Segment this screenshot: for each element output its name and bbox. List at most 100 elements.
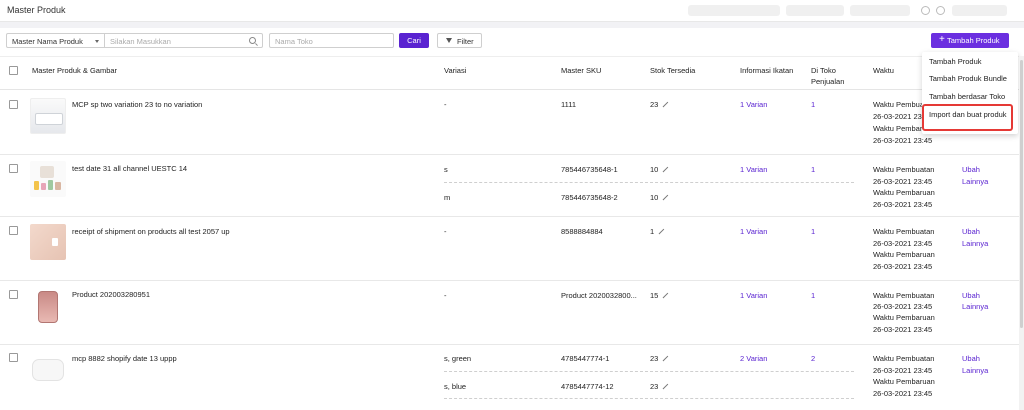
edit-pencil-icon[interactable]	[662, 356, 669, 362]
help-icon[interactable]	[921, 6, 930, 15]
binding-info-link[interactable]: 1 Varian	[740, 291, 768, 300]
row-checkbox[interactable]	[9, 164, 18, 173]
stock-number: 23	[650, 354, 659, 363]
menu-item-add-bundle[interactable]: Tambah Produk Bundle	[929, 74, 1007, 83]
stock-value: 10	[650, 193, 669, 203]
row-checkbox[interactable]	[9, 226, 18, 235]
store-name-input[interactable]: Nama Toko	[269, 33, 394, 48]
created-time: 26-03-2021 23:45	[873, 177, 933, 186]
edit-pencil-icon[interactable]	[662, 102, 669, 108]
updated-time: 26-03-2021 23:45	[873, 325, 933, 334]
store-count-link[interactable]: 1	[811, 100, 816, 109]
created-label: Waktu Pembuatan	[873, 100, 935, 109]
edit-link[interactable]: Ubah	[962, 165, 980, 174]
scrollbar-thumb[interactable]	[1020, 60, 1023, 328]
variant-sku: 785446735648-1	[561, 165, 618, 174]
filter-icon	[446, 38, 452, 43]
binding-info-link[interactable]: 1 Varian	[740, 165, 768, 174]
user-menu[interactable]	[952, 5, 1007, 16]
col-variasi: Variasi	[444, 66, 467, 75]
edit-link[interactable]: Ubah	[962, 291, 980, 300]
table-row: Product 202003280951 - Product 202003280…	[0, 281, 1024, 345]
search-icon[interactable]	[249, 37, 256, 44]
variant-sku: Product 2020032800...	[561, 291, 637, 300]
product-image[interactable]	[30, 224, 66, 260]
table-row: mcp 8882 shopify date 13 uppp s, green 4…	[0, 345, 1024, 410]
product-name[interactable]: Product 202003280951	[72, 290, 150, 299]
settings-icon[interactable]	[936, 6, 945, 15]
binding-info-link[interactable]: 1 Varian	[740, 100, 768, 109]
edit-link[interactable]: Ubah	[962, 354, 980, 363]
scrollbar[interactable]	[1019, 56, 1024, 410]
variant-sku: 1111	[561, 100, 577, 109]
variant-name: m	[444, 193, 451, 202]
updated-label: Waktu Pembaruan	[873, 188, 935, 197]
variant-sku: 4785447774-12	[561, 382, 614, 391]
col-toko: Di Toko Penjualan	[811, 65, 844, 87]
variant-divider	[444, 371, 854, 372]
more-link[interactable]: Lainnya	[962, 366, 989, 375]
product-image[interactable]	[30, 353, 66, 389]
row-checkbox[interactable]	[9, 353, 18, 362]
add-product-button[interactable]: + Tambah Produk	[931, 33, 1009, 48]
stock-value: 15	[650, 291, 669, 301]
created-time: 26-03-2021 23:45	[873, 239, 933, 248]
binding-info-link[interactable]: 2 Varian	[740, 354, 768, 363]
binding-info-link[interactable]: 1 Varian	[740, 227, 768, 236]
edit-pencil-icon[interactable]	[662, 293, 669, 299]
select-all-checkbox[interactable]	[9, 66, 18, 75]
edit-pencil-icon[interactable]	[658, 229, 665, 235]
more-link[interactable]: Lainnya	[962, 302, 989, 311]
variant-name: s, blue	[444, 382, 467, 391]
updated-label: Waktu Pembaruan	[873, 377, 935, 386]
created-label: Waktu Pembuatan	[873, 227, 935, 236]
product-image[interactable]	[30, 161, 66, 197]
updated-time: 26-03-2021 23:45	[873, 262, 933, 271]
product-image[interactable]	[30, 289, 66, 325]
filter-button[interactable]: Filter	[437, 33, 482, 48]
filter-label: Filter	[457, 37, 474, 46]
search-button[interactable]: Cari	[399, 33, 429, 48]
variant-name: -	[444, 100, 447, 109]
created-label: Waktu Pembuatan	[873, 291, 935, 300]
edit-pencil-icon[interactable]	[662, 167, 669, 173]
product-name[interactable]: test date 31 all channel UESTC 14	[72, 164, 188, 173]
more-link[interactable]: Lainnya	[962, 177, 989, 186]
variant-sku: 4785447774-1	[561, 354, 610, 363]
stock-number: 23	[650, 382, 659, 391]
product-image[interactable]	[30, 98, 66, 134]
variant-name: -	[444, 291, 447, 300]
table-row: MCP sp two variation 23 to no variation …	[0, 90, 1024, 155]
menu-item-add-by-store[interactable]: Tambah berdasar Toko	[929, 92, 1006, 101]
updated-time: 26-03-2021 23:45	[873, 136, 933, 145]
menu-item-add-product[interactable]: Tambah Produk	[929, 57, 982, 66]
product-name[interactable]: mcp 8882 shopify date 13 uppp	[72, 354, 177, 363]
stock-value: 23	[650, 354, 669, 364]
variant-name: -	[444, 227, 447, 236]
store-count-link[interactable]: 2	[811, 354, 816, 363]
col-sku: Master SKU	[561, 66, 602, 75]
edit-link[interactable]: Ubah	[962, 227, 980, 236]
table-row: test date 31 all channel UESTC 14 s 7854…	[0, 155, 1024, 217]
row-checkbox[interactable]	[9, 290, 18, 299]
store-count-link[interactable]: 1	[811, 165, 816, 174]
variant-name: s, green	[444, 354, 472, 363]
store-count-link[interactable]: 1	[811, 227, 816, 236]
search-input[interactable]: Silakan Masukkan	[105, 33, 263, 48]
updated-time: 26-03-2021 23:45	[873, 389, 933, 398]
product-name[interactable]: MCP sp two variation 23 to no variation	[72, 100, 203, 109]
store-placeholder: Nama Toko	[275, 37, 313, 46]
edit-pencil-icon[interactable]	[662, 384, 669, 390]
variant-sku: 8588884884	[561, 227, 603, 236]
product-name[interactable]: receipt of shipment on products all test…	[72, 227, 230, 236]
page-title: Master Produk	[7, 5, 66, 15]
row-checkbox[interactable]	[9, 100, 18, 109]
add-product-label: Tambah Produk	[947, 36, 1000, 45]
table-header: Master Produk & Gambar Variasi Master SK…	[0, 56, 1024, 90]
header-placeholder	[850, 5, 910, 16]
search-field-select[interactable]: Master Nama Produk	[6, 33, 105, 48]
menu-item-import[interactable]: Import dan buat produk	[929, 110, 1007, 119]
store-count-link[interactable]: 1	[811, 291, 816, 300]
more-link[interactable]: Lainnya	[962, 239, 989, 248]
edit-pencil-icon[interactable]	[662, 195, 669, 201]
